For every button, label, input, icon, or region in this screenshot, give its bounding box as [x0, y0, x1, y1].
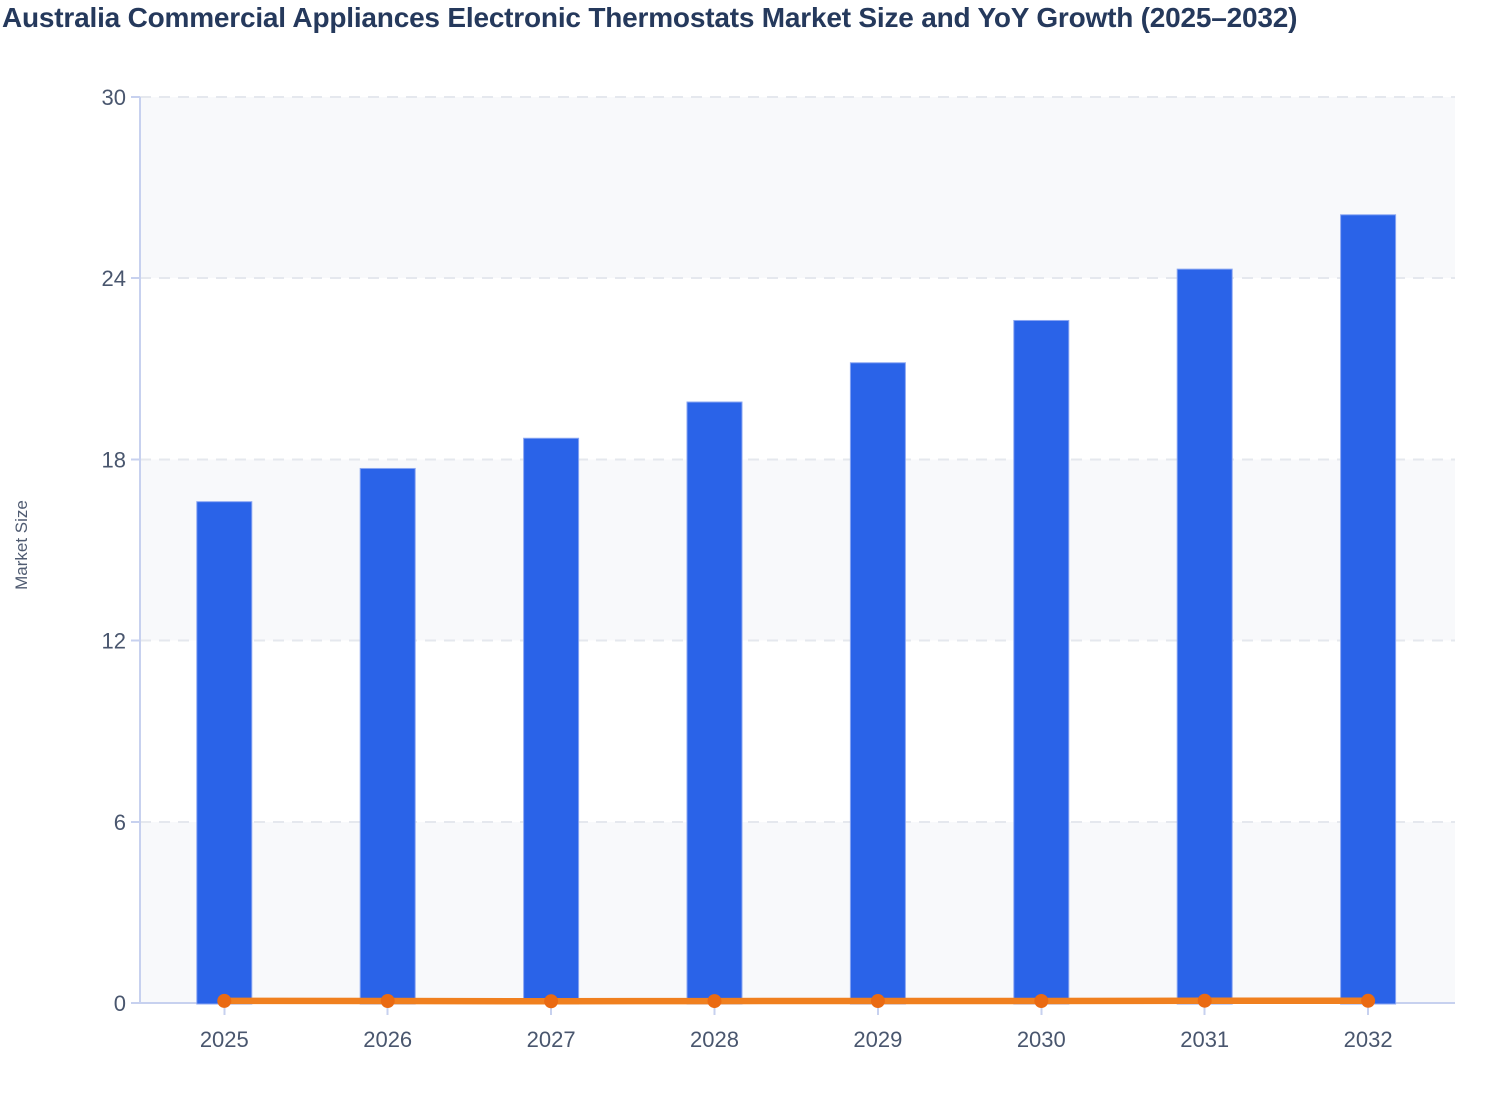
x-tick-label: 2030 [1017, 1027, 1066, 1052]
y-tick-label: 30 [102, 85, 126, 110]
yoy-marker-2031 [1197, 993, 1212, 1008]
bar-2027 [523, 437, 580, 1005]
bar-2028 [686, 401, 743, 1005]
x-tick-label: 2028 [690, 1027, 739, 1052]
y-tick-label: 0 [114, 991, 126, 1016]
plot-band [140, 97, 1455, 279]
y-tick-label: 12 [102, 629, 126, 654]
x-tick-label: 2031 [1180, 1027, 1229, 1052]
y-tick-label: 24 [102, 266, 126, 291]
x-tick-label: 2025 [200, 1027, 249, 1052]
bar-2031 [1176, 268, 1233, 1005]
yoy-marker-2028 [707, 994, 722, 1009]
x-tick-label: 2026 [363, 1027, 412, 1052]
x-tick-label: 2029 [853, 1027, 902, 1052]
yoy-marker-2027 [544, 994, 559, 1009]
bar-2032 [1340, 214, 1397, 1005]
x-tick-label: 2027 [527, 1027, 576, 1052]
x-tick-label: 2032 [1344, 1027, 1393, 1052]
yoy-marker-2026 [380, 994, 395, 1009]
y-tick-label: 18 [102, 447, 126, 472]
bar-2026 [359, 467, 416, 1005]
yoy-marker-2025 [217, 993, 232, 1008]
yoy-growth-line [221, 997, 1372, 1005]
y-tick-label: 6 [114, 810, 126, 835]
plot-band [140, 821, 1455, 1003]
chart-title: Australia Commercial Appliances Electron… [2, 2, 1298, 33]
bar-2029 [849, 362, 906, 1005]
plot-band [140, 459, 1455, 641]
yoy-marker-2030 [1034, 994, 1049, 1009]
yoy-marker-2032 [1361, 993, 1376, 1008]
bar-2030 [1013, 319, 1070, 1005]
bar-2025 [196, 501, 253, 1005]
yoy-marker-2029 [870, 994, 885, 1009]
